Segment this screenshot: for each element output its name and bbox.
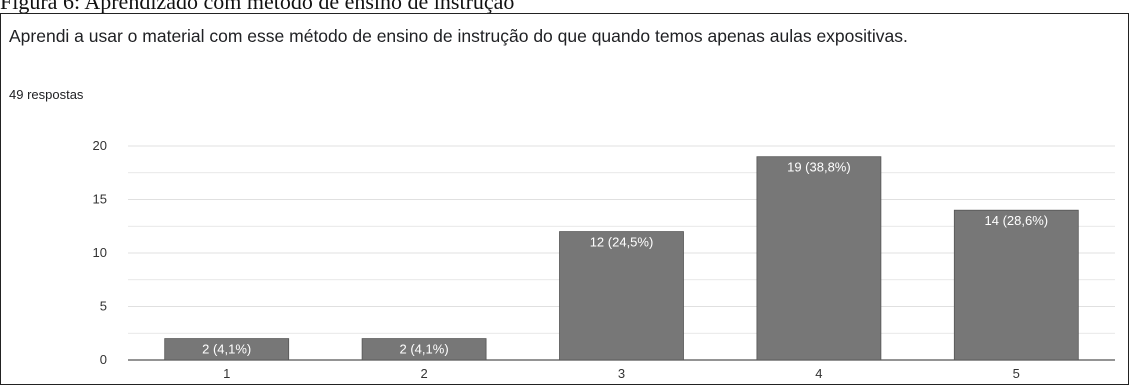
x-tick-label: 3 [618,366,625,380]
question-title: Aprendi a usar o material com esse métod… [9,26,908,46]
y-tick-label: 10 [93,245,107,260]
y-tick-label: 0 [100,352,107,367]
response-count: 49 respostas [9,87,84,102]
bar-data-label: 12 (24,5%) [590,235,654,250]
bar-data-label: 2 (4,1%) [400,342,449,357]
y-tick-label: 20 [93,138,107,153]
x-axis-ticks: 1 2 3 4 5 [223,366,1020,380]
bar-data-label: 2 (4,1%) [202,342,251,357]
y-axis-ticks: 0 5 10 15 20 [93,138,107,367]
data-labels: 2 (4,1%) 2 (4,1%) 12 (24,5%) 19 (38,8%) 14 (… [202,160,1048,357]
bar [164,338,290,361]
figure-caption: Figura 6: Aprendizado com método de ensi… [0,0,515,14]
x-tick-label: 1 [223,366,230,380]
bar-data-label: 14 (28,6%) [985,213,1049,228]
x-tick-label: 4 [815,366,822,380]
y-tick-label: 15 [93,192,107,207]
bar [756,156,882,361]
bar [559,231,684,361]
bars [164,156,1079,361]
bar-data-label: 19 (38,8%) [787,160,851,175]
bar [953,209,1079,361]
bar [361,338,487,361]
x-tick-label: 2 [420,366,427,380]
x-tick-label: 5 [1013,366,1020,380]
y-tick-label: 5 [100,299,107,314]
